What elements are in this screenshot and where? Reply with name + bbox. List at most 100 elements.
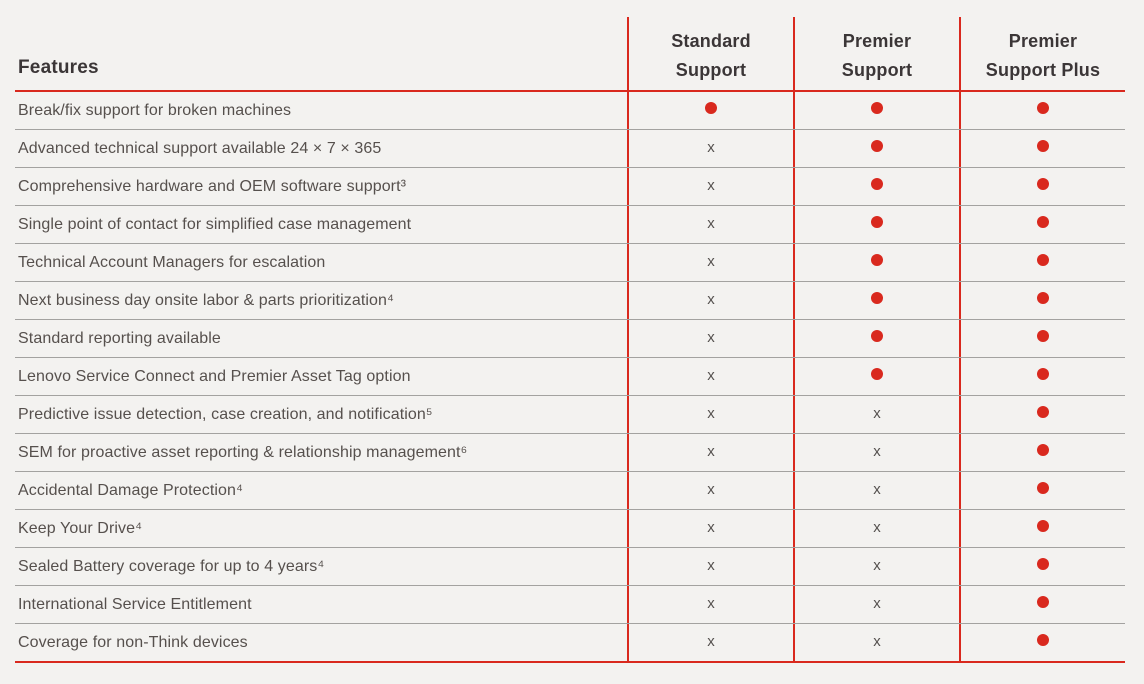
included-dot-icon bbox=[871, 368, 883, 381]
included-dot-icon bbox=[871, 216, 883, 229]
plan-cell bbox=[795, 358, 959, 396]
plan-cell: x bbox=[629, 358, 793, 396]
not-included-x-mark: x bbox=[707, 557, 715, 574]
table-row: Sealed Battery coverage for up to 4 year… bbox=[15, 548, 1125, 586]
column-header-line: Standard bbox=[671, 31, 751, 51]
plan-cell bbox=[961, 92, 1125, 130]
plan-cell: x bbox=[629, 472, 793, 510]
included-dot-icon bbox=[1037, 216, 1049, 229]
included-dot-icon bbox=[1037, 330, 1049, 343]
plan-cell bbox=[961, 548, 1125, 586]
table-row: Lenovo Service Connect and Premier Asset… bbox=[15, 358, 1125, 396]
column-divider-line bbox=[627, 17, 629, 663]
plan-cell: x bbox=[629, 624, 793, 662]
plan-cell bbox=[961, 396, 1125, 434]
column-header-standard-support: Standard Support bbox=[629, 27, 793, 85]
column-header-premier-support: Premier Support bbox=[795, 27, 959, 85]
plan-cell bbox=[961, 586, 1125, 624]
included-dot-icon bbox=[871, 330, 883, 343]
not-included-x-mark: x bbox=[873, 633, 881, 650]
included-dot-icon bbox=[1037, 520, 1049, 533]
not-included-x-mark: x bbox=[707, 367, 715, 384]
not-included-x-mark: x bbox=[707, 253, 715, 270]
plan-cell bbox=[961, 130, 1125, 168]
not-included-x-mark: x bbox=[707, 519, 715, 536]
table-row: SEM for proactive asset reporting & rela… bbox=[15, 434, 1125, 472]
included-dot-icon bbox=[1037, 634, 1049, 647]
plan-cell bbox=[961, 282, 1125, 320]
included-dot-icon bbox=[705, 102, 717, 115]
feature-label: Break/fix support for broken machines bbox=[18, 102, 292, 119]
included-dot-icon bbox=[871, 254, 883, 267]
plan-cell: x bbox=[795, 396, 959, 434]
not-included-x-mark: x bbox=[707, 633, 715, 650]
not-included-x-mark: x bbox=[873, 443, 881, 460]
table-row: Single point of contact for simplified c… bbox=[15, 206, 1125, 244]
plan-cell bbox=[795, 244, 959, 282]
included-dot-icon bbox=[1037, 558, 1049, 571]
plan-cell bbox=[795, 92, 959, 130]
column-header-line: Support bbox=[841, 60, 913, 80]
plan-cell: x bbox=[629, 320, 793, 358]
not-included-x-mark: x bbox=[873, 405, 881, 422]
plan-cell bbox=[795, 320, 959, 358]
plan-cell bbox=[795, 168, 959, 206]
feature-label: Single point of contact for simplified c… bbox=[18, 216, 412, 233]
plan-cell bbox=[961, 472, 1125, 510]
feature-label: Predictive issue detection, case creatio… bbox=[18, 406, 433, 423]
column-divider-line bbox=[793, 17, 795, 663]
not-included-x-mark: x bbox=[707, 481, 715, 498]
feature-label: Advanced technical support available 24 … bbox=[18, 140, 382, 157]
plan-cell: x bbox=[795, 510, 959, 548]
included-dot-icon bbox=[1037, 102, 1049, 115]
plan-cell: x bbox=[629, 244, 793, 282]
plan-cell: x bbox=[629, 206, 793, 244]
feature-label: Comprehensive hardware and OEM software … bbox=[18, 178, 407, 195]
plan-cell bbox=[629, 92, 793, 130]
table-row: Keep Your Drive⁴ x x bbox=[15, 510, 1125, 548]
not-included-x-mark: x bbox=[873, 557, 881, 574]
table-row: International Service Entitlement x x bbox=[15, 586, 1125, 624]
plan-cell: x bbox=[795, 548, 959, 586]
plan-cell: x bbox=[795, 586, 959, 624]
plan-cell: x bbox=[629, 282, 793, 320]
feature-label: SEM for proactive asset reporting & rela… bbox=[18, 444, 468, 461]
table-row: Break/fix support for broken machines bbox=[15, 92, 1125, 130]
feature-label: International Service Entitlement bbox=[18, 596, 252, 613]
column-header-line: Support Plus bbox=[985, 60, 1101, 80]
included-dot-icon bbox=[1037, 178, 1049, 191]
plan-cell bbox=[795, 130, 959, 168]
included-dot-icon bbox=[871, 178, 883, 191]
plan-cell bbox=[961, 624, 1125, 662]
included-dot-icon bbox=[1037, 482, 1049, 495]
not-included-x-mark: x bbox=[707, 329, 715, 346]
not-included-x-mark: x bbox=[873, 519, 881, 536]
not-included-x-mark: x bbox=[707, 177, 715, 194]
not-included-x-mark: x bbox=[707, 291, 715, 308]
plan-cell: x bbox=[795, 624, 959, 662]
table-row: Advanced technical support available 24 … bbox=[15, 130, 1125, 168]
column-header-line: Support bbox=[675, 60, 747, 80]
not-included-x-mark: x bbox=[707, 595, 715, 612]
plan-cell: x bbox=[629, 130, 793, 168]
plan-cell bbox=[961, 244, 1125, 282]
included-dot-icon bbox=[871, 102, 883, 115]
not-included-x-mark: x bbox=[707, 405, 715, 422]
included-dot-icon bbox=[1037, 406, 1049, 419]
table-row: Standard reporting available x bbox=[15, 320, 1125, 358]
feature-label: Accidental Damage Protection⁴ bbox=[18, 482, 244, 499]
not-included-x-mark: x bbox=[873, 595, 881, 612]
table-row: Predictive issue detection, case creatio… bbox=[15, 396, 1125, 434]
included-dot-icon bbox=[1037, 254, 1049, 267]
feature-label: Lenovo Service Connect and Premier Asset… bbox=[18, 368, 411, 385]
feature-label: Technical Account Managers for escalatio… bbox=[18, 254, 326, 271]
not-included-x-mark: x bbox=[707, 139, 715, 156]
column-header-premier-support-plus: Premier Support Plus bbox=[961, 27, 1125, 85]
feature-label: Next business day onsite labor & parts p… bbox=[18, 292, 395, 309]
table-row: Comprehensive hardware and OEM software … bbox=[15, 168, 1125, 206]
column-header-line: Premier bbox=[842, 31, 912, 51]
plan-cell: x bbox=[629, 168, 793, 206]
plan-cell: x bbox=[795, 472, 959, 510]
feature-label: Sealed Battery coverage for up to 4 year… bbox=[18, 558, 325, 575]
